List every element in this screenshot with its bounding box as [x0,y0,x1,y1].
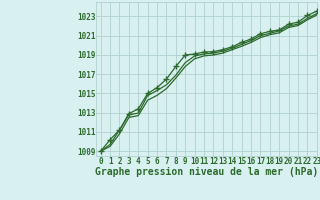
X-axis label: Graphe pression niveau de la mer (hPa): Graphe pression niveau de la mer (hPa) [95,167,318,177]
